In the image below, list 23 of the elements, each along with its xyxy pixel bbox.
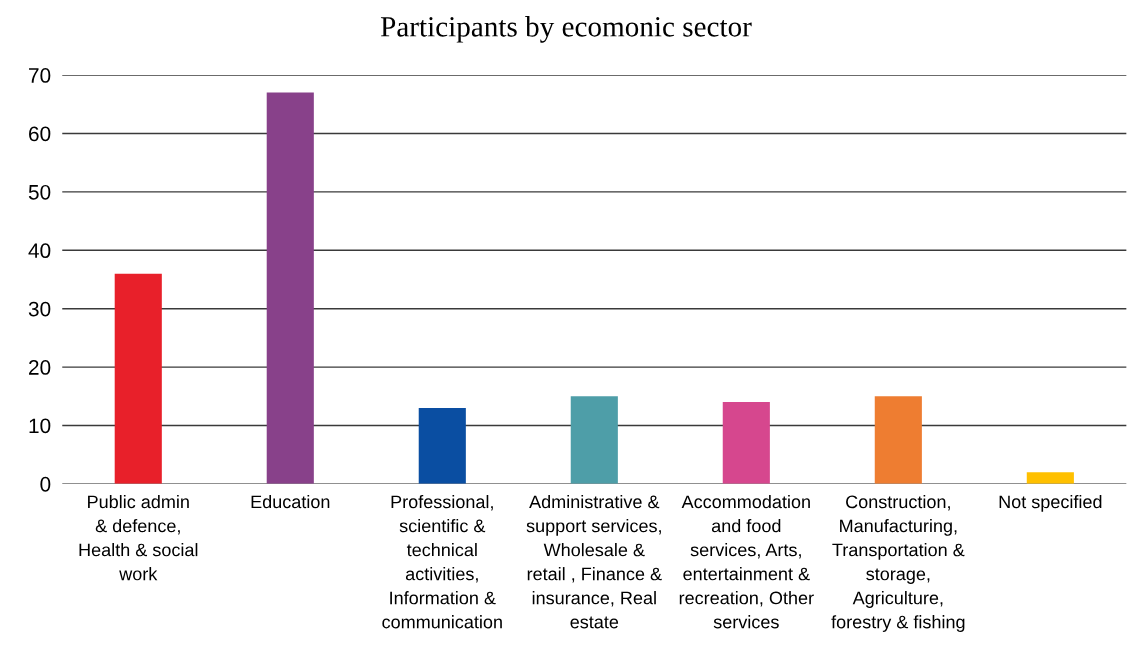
y-tick-label: 20 (29, 360, 51, 375)
x-tick-label: Education (251, 494, 330, 509)
x-tick-label: Accommodation and food services, Arts, entertainment & recreation, Other services (679, 494, 814, 629)
y-tick-label: 60 (29, 126, 51, 142)
y-tick-label: 50 (28, 184, 51, 200)
y-tick-label: 0 (40, 476, 51, 492)
x-tick-label: Public admin & defence, Health & social work (79, 494, 198, 581)
chart-title: Participants by ecomonic sector (380, 16, 752, 43)
x-tick-label: Not specified (999, 494, 1102, 512)
bar (570, 396, 618, 484)
bar (266, 92, 314, 484)
bar (1026, 472, 1074, 484)
bar (418, 407, 466, 484)
y-tick-label: 70 (29, 68, 51, 83)
x-tick-label: Professional, scientific & technical activities, Information & communication (382, 494, 502, 629)
y-tick-label: 10 (29, 418, 51, 434)
x-tick-label: Construction, Manufacturing, Transportation & storage, Agriculture, forestry & fishing (831, 494, 965, 632)
y-tick-label: 40 (28, 243, 51, 259)
bar (114, 273, 162, 484)
y-tick-label: 30 (28, 301, 51, 317)
bar (874, 396, 922, 484)
bar (722, 402, 770, 484)
x-tick-label: Administrative & support services, Wholesale & retail , Finance & insurance, Real estate (526, 494, 662, 629)
